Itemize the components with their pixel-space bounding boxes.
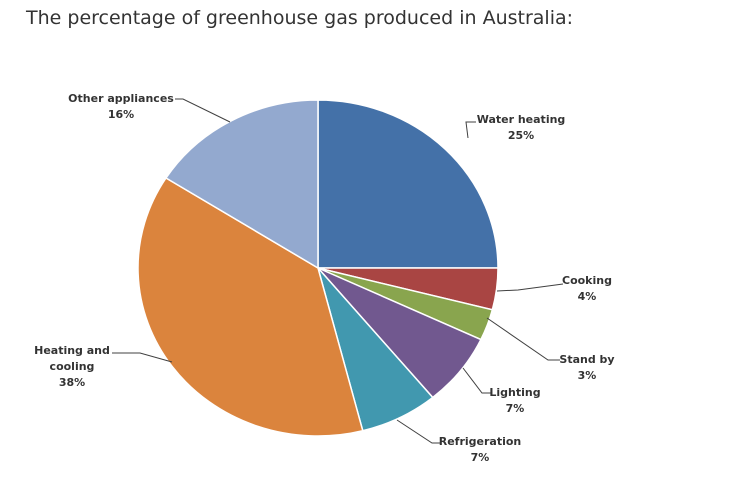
leader-line-lighting [462, 367, 492, 394]
leader-line-cooking [496, 283, 564, 292]
slice-label-water-heating: Water heating 25% [477, 113, 566, 142]
leader-line-refrigeration [396, 419, 441, 444]
pie-slice-water-heating [317, 99, 499, 269]
leader-line-water-heating [465, 121, 476, 139]
pie-slice-other-appliances [164, 99, 319, 270]
pie-slices [137, 99, 499, 437]
leader-line-other-appliances [175, 98, 231, 123]
slice-label-cooking: Cooking 4% [562, 274, 612, 303]
slice-label-lighting: Lighting 7% [489, 386, 540, 415]
pie-slice-heating-and-cooling [137, 176, 364, 437]
slice-label-refrigeration: Refrigeration 7% [439, 435, 522, 464]
slice-labels: Water heating 25% Cooking 4% Stand by 3% Light… [34, 92, 614, 464]
slice-label-heating-and-cooling: Heating and cooling 38% [34, 344, 110, 389]
leader-lines [112, 98, 564, 444]
leader-line-stand-by [486, 317, 560, 361]
slice-label-other-appliances: Other appliances 16% [68, 92, 174, 121]
leader-line-heating-and-cooling [112, 352, 173, 363]
slice-label-stand-by: Stand by 3% [559, 353, 614, 382]
page-title: The percentage of greenhouse gas produce… [26, 7, 574, 29]
